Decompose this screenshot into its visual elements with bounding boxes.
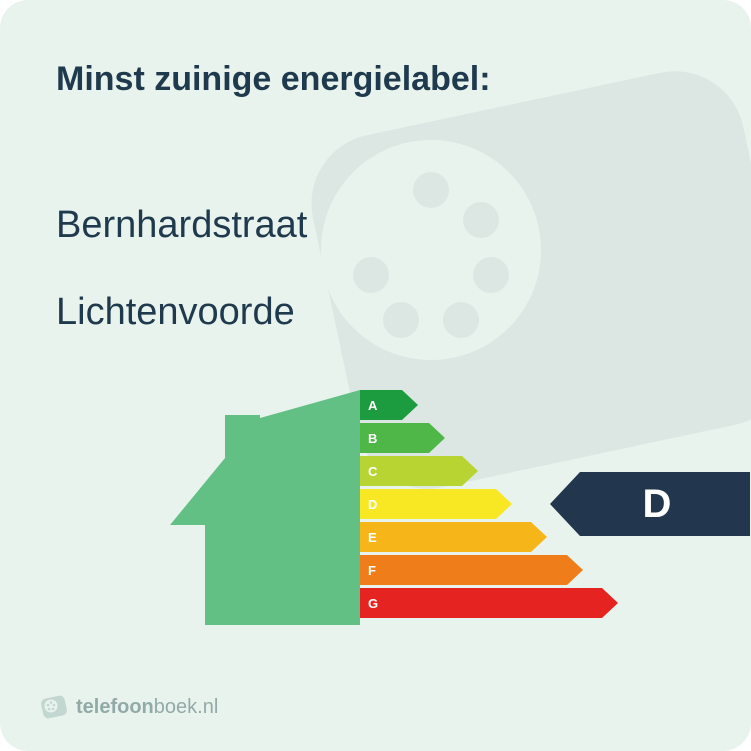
rating-letter: D <box>643 482 672 527</box>
brand-bold: telefoon <box>76 696 154 718</box>
brand-icon <box>40 693 68 721</box>
energy-chart: A B C D E F G D <box>170 380 750 660</box>
bar-label: E <box>368 530 377 545</box>
brand-footer: telefoonboek.nl <box>40 693 218 721</box>
bar-label: D <box>368 497 377 512</box>
bar-label: A <box>368 398 377 413</box>
rating-tag: D <box>550 472 750 536</box>
address-subtitle: Bernhardstraat Lichtenvoorde <box>56 160 307 335</box>
house-icon <box>170 380 360 640</box>
bar-label: F <box>368 563 376 578</box>
rating-tag-arrow <box>550 472 580 536</box>
rating-tag-body: D <box>580 472 750 536</box>
bar-label: B <box>368 431 377 446</box>
bar-label: G <box>368 596 378 611</box>
page-title: Minst zuinige energielabel: <box>56 60 491 99</box>
brand-rest: boek.nl <box>154 696 219 718</box>
address-line-1: Bernhardstraat <box>56 204 307 246</box>
brand-text: telefoonboek.nl <box>76 696 218 719</box>
address-line-2: Lichtenvoorde <box>56 291 295 333</box>
energy-label-card: Minst zuinige energielabel: Bernhardstra… <box>0 0 751 751</box>
bar-label: C <box>368 464 377 479</box>
